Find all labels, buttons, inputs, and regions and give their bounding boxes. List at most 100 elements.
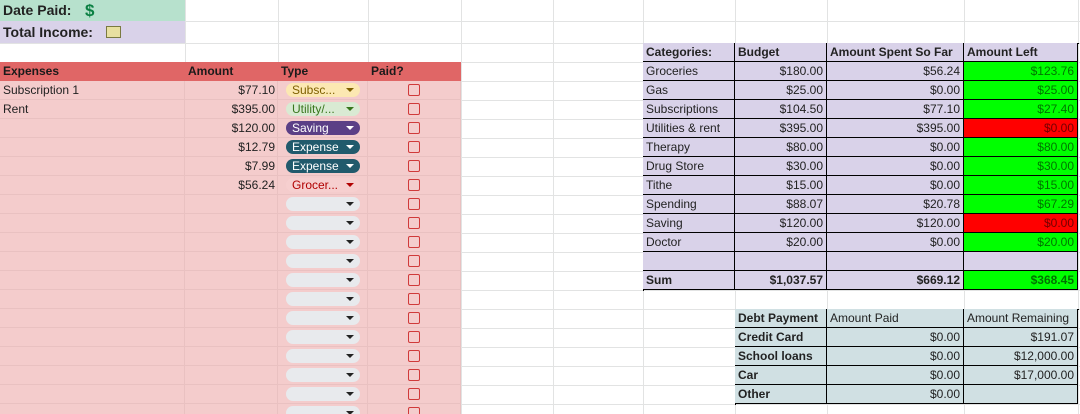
budget-left: $27.40: [964, 100, 1078, 119]
budget-category: Groceries: [643, 62, 735, 81]
expenses-header: Expenses: [0, 62, 185, 81]
budget-left: $25.00: [964, 81, 1078, 100]
grid-line: [0, 214, 1080, 215]
paid-checkbox[interactable]: [408, 141, 420, 153]
paid-checkbox[interactable]: [408, 369, 420, 381]
grid-line: [0, 119, 1080, 120]
type-dropdown[interactable]: [286, 292, 360, 306]
budget-left: $123.76: [964, 62, 1078, 81]
budget-amount: $88.07: [735, 195, 827, 214]
expense-cell: [0, 404, 185, 414]
expense-cell: [368, 100, 461, 119]
debt-paid: $0.00: [827, 366, 964, 385]
expense-amount: $56.24: [238, 178, 275, 192]
expense-cell: [368, 385, 461, 404]
grid-line: [0, 100, 1080, 101]
debt-header: Amount Remaining: [964, 309, 1078, 328]
type-dropdown[interactable]: Expense: [286, 159, 360, 173]
budget-amount: $15.00: [735, 176, 827, 195]
income-icon: [106, 26, 121, 38]
debt-name: Other: [735, 385, 827, 404]
paid-checkbox[interactable]: [408, 388, 420, 400]
expense-cell: [185, 328, 278, 347]
expense-cell: [368, 214, 461, 233]
type-dropdown[interactable]: [286, 349, 360, 363]
expense-cell: [0, 233, 185, 252]
budget-amount: $104.50: [735, 100, 827, 119]
expense-cell: [185, 252, 278, 271]
paid-checkbox[interactable]: [408, 84, 420, 96]
type-dropdown[interactable]: [286, 197, 360, 211]
paid-checkbox[interactable]: [408, 255, 420, 267]
budget-amount: $30.00: [735, 157, 827, 176]
expense-cell: [368, 309, 461, 328]
type-dropdown[interactable]: [286, 254, 360, 268]
expense-cell: [368, 176, 461, 195]
budget-header: Budget: [735, 43, 827, 62]
paid-checkbox[interactable]: [408, 217, 420, 229]
type-dropdown[interactable]: Utility/...: [286, 102, 360, 116]
type-dropdown[interactable]: [286, 311, 360, 325]
expense-name: Rent: [3, 102, 29, 116]
expense-cell: [185, 271, 278, 290]
budget-category: Saving: [643, 214, 735, 233]
grid-line: [0, 176, 1080, 177]
type-dropdown[interactable]: Expense: [286, 140, 360, 154]
type-dropdown[interactable]: Grocer...: [286, 178, 360, 192]
expense-cell: [0, 176, 185, 195]
type-dropdown[interactable]: [286, 406, 360, 414]
expense-cell: [368, 328, 461, 347]
total-income-label: Total Income:: [0, 21, 185, 43]
expense-cell: [0, 81, 185, 100]
paid-checkbox[interactable]: [408, 179, 420, 191]
type-dropdown[interactable]: Subsc...: [286, 83, 360, 97]
expense-cell: [0, 119, 185, 138]
expense-cell: [185, 233, 278, 252]
grid-line: [0, 138, 1080, 139]
type-dropdown[interactable]: [286, 368, 360, 382]
budget-amount: $25.00: [735, 81, 827, 100]
type-dropdown[interactable]: [286, 235, 360, 249]
expense-cell: [368, 233, 461, 252]
budget-spent: $0.00: [827, 138, 964, 157]
expense-cell: [0, 157, 185, 176]
paid-checkbox[interactable]: [408, 198, 420, 210]
paid-checkbox[interactable]: [408, 312, 420, 324]
type-dropdown[interactable]: [286, 273, 360, 287]
date-paid-icon: $: [85, 1, 95, 20]
grid-line: [0, 21, 1080, 22]
paid-checkbox[interactable]: [408, 293, 420, 305]
paid-checkbox[interactable]: [408, 122, 420, 134]
type-dropdown[interactable]: Saving: [286, 121, 360, 135]
paid-checkbox[interactable]: [408, 331, 420, 343]
paid-checkbox[interactable]: [408, 407, 420, 414]
debt-paid: $0.00: [827, 347, 964, 366]
expense-cell: [368, 81, 461, 100]
budget-blank: [964, 252, 1078, 271]
expense-cell: [0, 100, 185, 119]
budget-amount: $1,037.57: [735, 271, 827, 290]
grid-line: [0, 252, 1080, 253]
budget-category: Drug Store: [643, 157, 735, 176]
budget-spent: $120.00: [827, 214, 964, 233]
expense-cell: [368, 252, 461, 271]
budget-spent: $77.10: [827, 100, 964, 119]
type-dropdown[interactable]: [286, 387, 360, 401]
expense-name: Subscription 1: [3, 83, 80, 97]
expense-cell: [185, 100, 278, 119]
type-dropdown[interactable]: [286, 330, 360, 344]
paid-checkbox[interactable]: [408, 160, 420, 172]
expense-cell: [185, 138, 278, 157]
type-dropdown[interactable]: [286, 216, 360, 230]
paid-checkbox[interactable]: [408, 236, 420, 248]
paid-checkbox[interactable]: [408, 350, 420, 362]
debt-name: School loans: [735, 347, 827, 366]
paid-checkbox[interactable]: [408, 103, 420, 115]
grid-line: [0, 271, 1080, 272]
budget-spent: $56.24: [827, 62, 964, 81]
budget-category: Utilities & rent: [643, 119, 735, 138]
grid-line: [553, 0, 554, 414]
budget-header: Amount Left: [964, 43, 1078, 62]
expense-cell: [0, 290, 185, 309]
paid-checkbox[interactable]: [408, 274, 420, 286]
